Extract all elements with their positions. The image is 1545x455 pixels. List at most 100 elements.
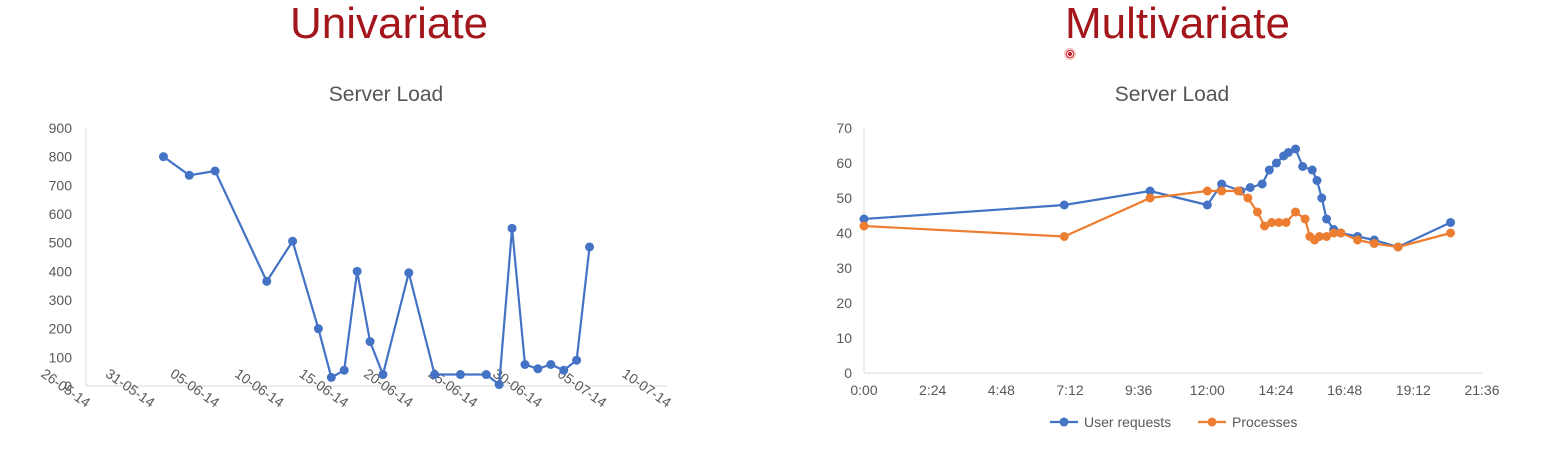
- data-point: [1217, 186, 1227, 196]
- data-point: [184, 170, 194, 180]
- data-point: [378, 370, 388, 380]
- y-tick-label: 30: [836, 260, 852, 276]
- y-tick-label: 800: [49, 149, 73, 165]
- data-point: [1257, 179, 1267, 189]
- data-point: [404, 268, 414, 278]
- data-point: [1202, 200, 1212, 210]
- x-tick-label: 7:12: [1056, 382, 1083, 398]
- y-tick-label: 100: [49, 349, 73, 365]
- y-tick-label: 600: [49, 206, 73, 222]
- y-tick-label: 60: [836, 155, 852, 171]
- data-point: [352, 266, 362, 276]
- data-point: [1353, 235, 1363, 245]
- legend-label: Processes: [1232, 414, 1297, 430]
- data-point: [1059, 232, 1069, 241]
- data-point: [1274, 218, 1284, 227]
- data-point: [1145, 193, 1155, 203]
- y-tick-label: 700: [49, 177, 73, 193]
- multivariate-heading: Multivariate: [1065, 0, 1290, 48]
- data-point: [1322, 232, 1332, 241]
- data-point: [1291, 144, 1301, 154]
- legend: User requests Processes: [1050, 414, 1297, 430]
- data-point: [430, 370, 440, 380]
- data-point: [494, 380, 504, 390]
- x-tick-label: 14:24: [1258, 382, 1293, 398]
- univariate-chart-title: Server Load: [329, 83, 443, 106]
- data-point: [1446, 218, 1456, 227]
- x-tick-label: 21:36: [1464, 382, 1499, 398]
- univariate-chart: Server Load 0 100 200 300 400 500 600 700 800 900…: [38, 83, 674, 411]
- data-point: [1298, 162, 1308, 171]
- data-point: [1300, 214, 1310, 224]
- data-point: [1260, 221, 1270, 231]
- data-point: [1202, 186, 1212, 196]
- y-tick-label: 50: [836, 190, 852, 206]
- data-point: [1059, 200, 1069, 210]
- data-point: [1267, 218, 1277, 227]
- data-point: [262, 276, 272, 286]
- data-point: [1233, 186, 1243, 196]
- legend-label: User requests: [1084, 414, 1171, 430]
- data-point: [1329, 228, 1339, 238]
- data-point: [1314, 232, 1324, 241]
- data-point: [1217, 179, 1227, 189]
- data-point: [859, 214, 869, 224]
- data-point: [158, 152, 168, 162]
- data-point: [572, 355, 582, 365]
- data-point: [455, 370, 465, 380]
- data-point: [288, 236, 298, 246]
- data-point: [1369, 239, 1379, 248]
- y-tick-label: 20: [836, 295, 852, 311]
- data-point: [585, 242, 595, 252]
- x-tick-label: 2:24: [919, 382, 946, 398]
- y-tick-label: 10: [836, 330, 852, 346]
- data-point: [1245, 183, 1255, 192]
- x-tick-label: 9:36: [1125, 382, 1152, 398]
- data-point: [1317, 193, 1327, 203]
- series-processes: [859, 186, 1456, 252]
- data-point: [481, 370, 491, 380]
- data-point: [1283, 148, 1293, 157]
- data-point: [339, 365, 349, 375]
- legend-item: Processes: [1198, 414, 1297, 430]
- data-point: [1291, 207, 1301, 217]
- x-tick-label: 4:48: [988, 382, 1015, 398]
- data-point: [1271, 158, 1281, 168]
- data-point: [507, 223, 517, 233]
- data-point: [1312, 176, 1322, 185]
- data-point: [1145, 186, 1155, 196]
- legend-marker: [1059, 417, 1069, 427]
- data-point: [1307, 165, 1317, 175]
- x-tick-label: 16:48: [1327, 382, 1362, 398]
- x-tick-label: 0:00: [850, 382, 877, 398]
- x-tick-label: 12:00: [1190, 382, 1225, 398]
- multivariate-chart-title: Server Load: [1115, 83, 1229, 106]
- data-point: [1281, 218, 1291, 227]
- data-point: [520, 360, 530, 369]
- y-tick-label: 500: [49, 235, 73, 251]
- y-tick-label: 900: [49, 120, 73, 136]
- data-point: [559, 365, 569, 375]
- legend-marker: [1207, 417, 1217, 427]
- y-tick-label: 200: [49, 321, 73, 337]
- univariate-heading: Univariate: [290, 0, 489, 48]
- data-point: [210, 166, 220, 176]
- legend-item: User requests: [1050, 414, 1171, 430]
- data-point: [326, 372, 336, 382]
- data-point: [313, 324, 323, 334]
- x-tick-label: 19:12: [1396, 382, 1431, 398]
- data-point: [859, 221, 869, 231]
- y-tick-label: 0: [64, 378, 72, 394]
- data-point: [1243, 193, 1253, 203]
- data-point: [1393, 242, 1403, 252]
- data-point: [365, 337, 375, 347]
- y-tick-label: 0: [844, 365, 852, 381]
- data-point: [1264, 165, 1274, 175]
- data-point: [533, 364, 543, 374]
- pointer-cursor-icon: [1064, 48, 1076, 60]
- data-point: [1446, 228, 1456, 238]
- y-tick-label: 70: [836, 120, 852, 136]
- y-tick-label: 40: [836, 225, 852, 241]
- data-point: [1336, 228, 1346, 238]
